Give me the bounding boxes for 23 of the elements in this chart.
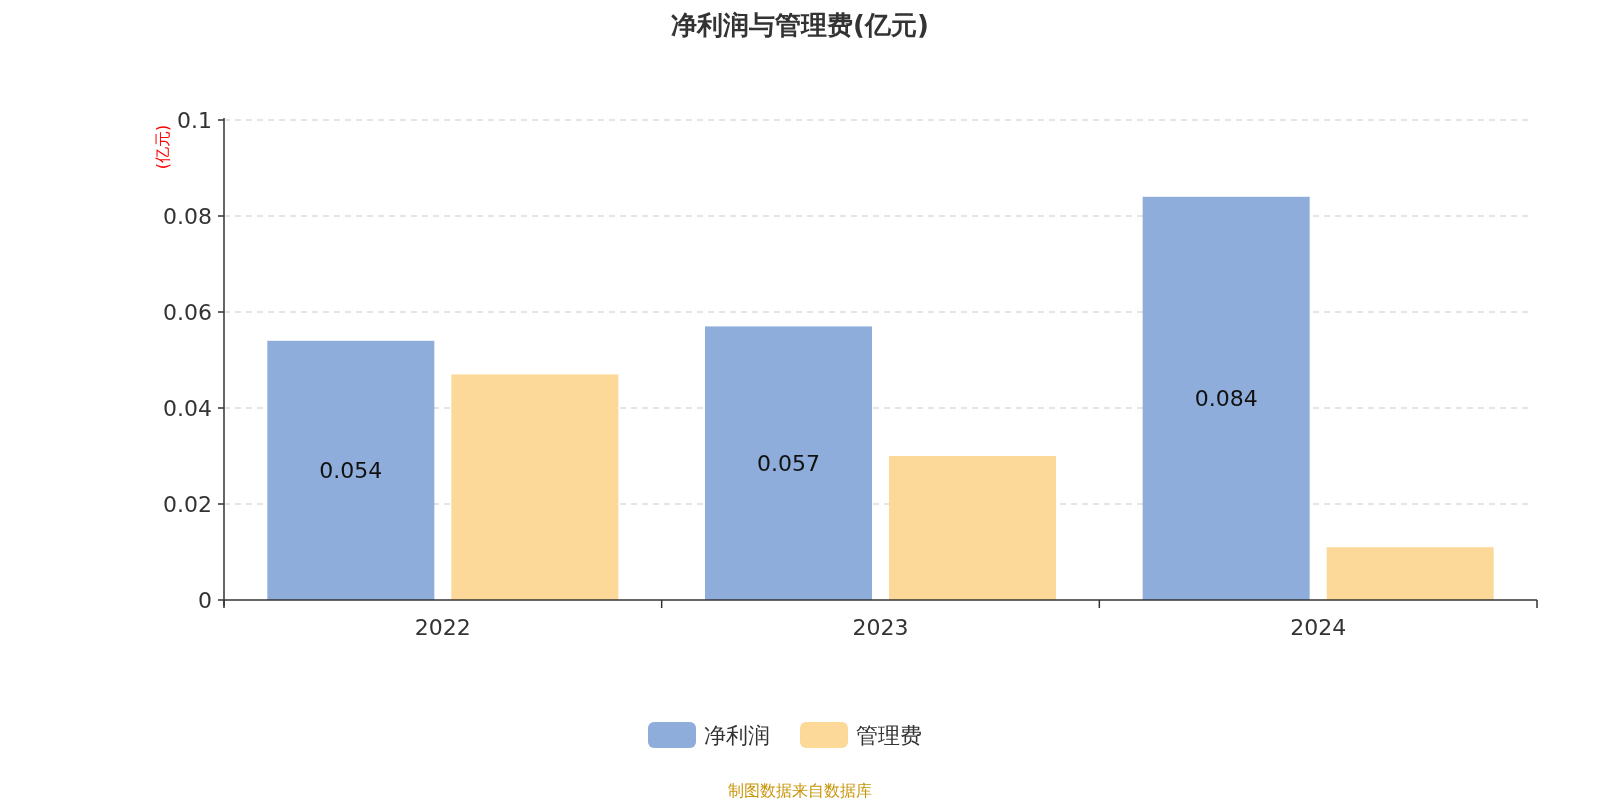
y-tick-label: 0.08: [163, 204, 212, 229]
y-tick-label: 0.02: [163, 492, 212, 517]
bar: [1326, 547, 1494, 600]
bar: [1142, 196, 1310, 600]
x-tick-label: 2023: [852, 615, 909, 640]
bar: [451, 374, 619, 600]
data-label: 0.084: [1194, 386, 1258, 412]
y-tick-label: 0.04: [163, 396, 212, 421]
x-tick-label: 2022: [414, 615, 471, 640]
y-tick-label: 0: [198, 588, 212, 613]
bar: [705, 326, 872, 600]
bar: [267, 340, 435, 600]
bar: [889, 456, 1056, 600]
data-label: 0.057: [757, 451, 820, 477]
y-tick-label: 0.1: [177, 108, 212, 133]
chart-title: 净利润与管理费(亿元): [671, 10, 929, 40]
text: 制图数据来自数据库: [728, 781, 872, 800]
data-label: 0.054: [319, 458, 383, 484]
y-axis-title: (亿元): [153, 124, 172, 170]
y-tick-label: 0.06: [163, 300, 212, 325]
legend-label: 管理费: [856, 723, 922, 748]
legend-label: 净利润: [704, 723, 770, 748]
x-tick-label: 2024: [1290, 615, 1347, 640]
